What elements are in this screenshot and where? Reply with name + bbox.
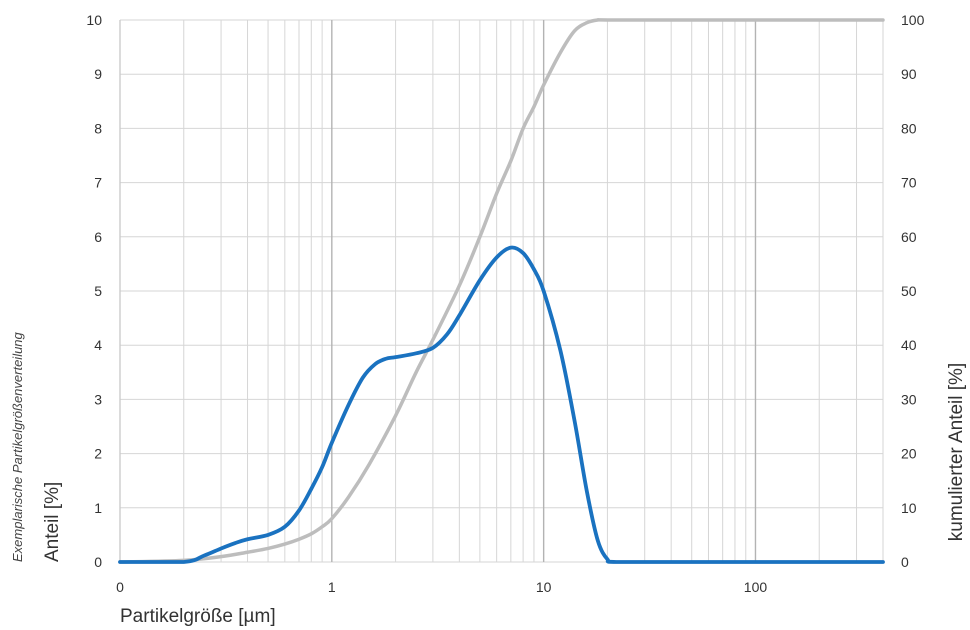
y-right-tick-label: 10: [901, 500, 917, 516]
chart-side-note: Exemplarische Partikelgrößenverteilung: [10, 331, 25, 562]
y-axis-left-title: Anteil [%]: [42, 482, 63, 562]
y-axis-right-title: kumulierter Anteil [%]: [946, 363, 967, 541]
grid: [119, 19, 884, 563]
y-left-tick-label: 0: [94, 554, 102, 570]
y-left-tick-label: 6: [94, 229, 102, 245]
y-right-tick-label: 90: [901, 66, 917, 82]
y-right-tick-label: 20: [901, 446, 917, 462]
series-layer: [118, 18, 885, 564]
x-tick-label: 1: [328, 579, 336, 595]
y-left-tick-label: 9: [94, 66, 102, 82]
y-left-tick-label: 2: [94, 446, 102, 462]
y-left-tick-label: 3: [94, 391, 102, 407]
y-left-tick-label: 10: [86, 12, 102, 28]
series-line-cumulative: [118, 18, 885, 564]
y-right-tick-label: 0: [901, 554, 909, 570]
series-line-density: [118, 245, 885, 564]
x-axis-title: Partikelgröße [µm]: [120, 606, 276, 627]
y-right-tick-label: 40: [901, 337, 917, 353]
x-tick-label: 0: [116, 579, 124, 595]
x-tick-label: 10: [536, 579, 552, 595]
y-left-tick-label: 7: [94, 175, 102, 191]
y-right-tick-label: 100: [901, 12, 925, 28]
y-right-tick-label: 80: [901, 120, 917, 136]
x-tick-label: 100: [744, 579, 768, 595]
y-right-tick-label: 70: [901, 175, 917, 191]
y-left-tick-label: 1: [94, 500, 102, 516]
y-left-tick-label: 4: [94, 337, 102, 353]
y-left-tick-label: 5: [94, 283, 102, 299]
y-right-tick-label: 30: [901, 391, 917, 407]
y-right-tick-label: 50: [901, 283, 917, 299]
y-left-tick-label: 8: [94, 120, 102, 136]
y-right-tick-label: 60: [901, 229, 917, 245]
